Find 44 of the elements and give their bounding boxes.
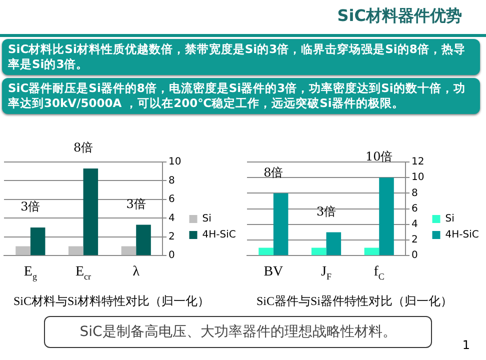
y-tick-label: 0 [412,250,418,262]
bar [16,246,30,256]
bar [364,248,380,256]
y-tick-label: 6 [412,203,418,214]
bar [379,178,394,256]
bar [136,224,151,256]
legend-label: Si [202,214,212,225]
legend-label: 4H-SiC [202,230,236,241]
bar [30,228,46,256]
bar [326,232,342,256]
legend-label: 4H-SiC [445,230,479,241]
annotation: 3倍 [316,204,336,218]
annotation: 8倍 [264,165,284,180]
x-tick-label: λ [132,264,140,280]
x-axis-title: SiC器件与Si器件特性对比（归一化） [255,293,454,310]
legend-label: Si [445,214,454,225]
y-tick-label: 2 [412,234,418,246]
text: SiC材料比Si材料性质优越数倍，禁带宽度是Si的3倍，临界击穿场强是Si的8倍，热导率是Si的3倍。 [2,39,480,75]
text: SiC是制备高电压、大功率器件的理想战略性材料。 [44,316,432,348]
annotation: 10倍 [365,150,393,164]
text: SiC器件耐压是Si器件的8倍，电流密度是Si器件的3倍，功率密度达到Si的数十倍，功率达到30kV/5000A ，可以在200℃稳定工作，远远突破Si器件的极限。 [2,78,480,114]
x-tick-label: BV [264,264,284,280]
y-tick-label: 10 [168,156,182,168]
x-axis-title: SiC材料与Si材料特性对比（归一化） [12,293,211,310]
bar [273,193,288,256]
y-tick-label: 2 [168,231,175,242]
text: 1 [462,338,470,352]
annotation: 3倍 [20,200,40,214]
text: SiC材料器件优势 [337,6,462,27]
y-tick-label: 10 [412,172,424,184]
y-tick-label: 6 [168,194,175,206]
text: 8倍 [73,140,94,155]
bar [68,246,84,256]
y-tick-label: 8 [412,188,418,199]
bar [311,248,326,256]
y-tick-label: 8 [168,175,175,186]
bar [258,248,274,256]
y-tick-label: 12 [412,156,424,168]
bar [83,168,98,256]
y-tick-label: 0 [168,250,175,262]
y-tick-label: 4 [412,218,418,230]
annotation: 3倍 [126,196,146,211]
y-tick-label: 4 [168,212,175,224]
bar [121,246,136,256]
